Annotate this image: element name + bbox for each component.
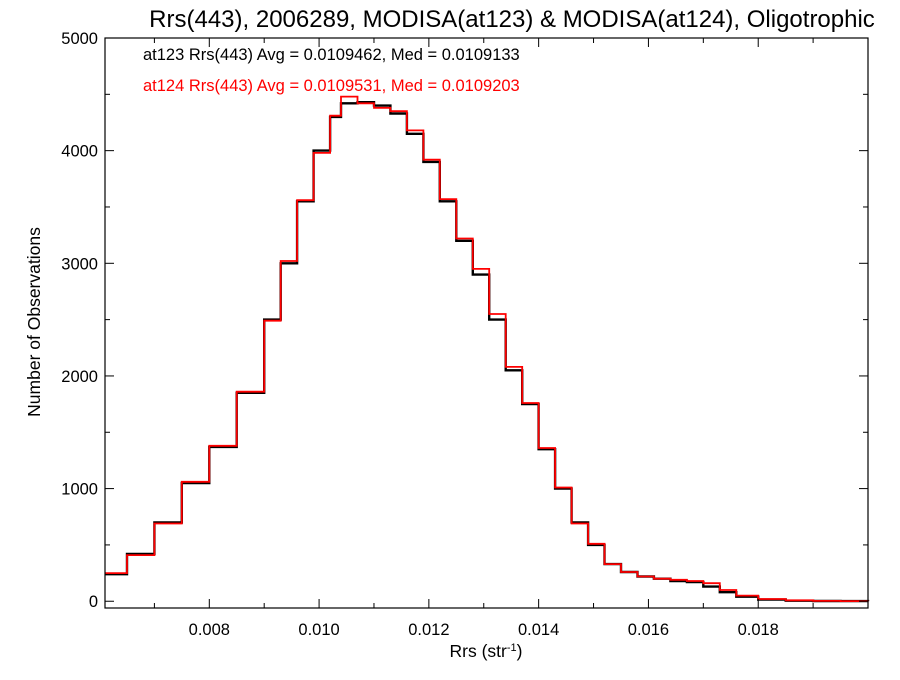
- x-axis-label-end: ): [517, 641, 523, 661]
- plot-frame: [104, 37, 869, 609]
- x-tick-label: 0.012: [408, 621, 449, 639]
- x-axis-label-superscript: -1: [507, 642, 517, 654]
- annotation-at123: at123 Rrs(443) Avg = 0.0109462, Med = 0.…: [143, 46, 520, 64]
- y-tick-label: 4000: [61, 143, 98, 161]
- y-tick-label: 5000: [61, 30, 98, 48]
- y-axis-label: Number of Observations: [24, 227, 44, 417]
- tick-layer: 0.008 0.010 0.012 0.014 0.016 0.018 0 1000 2000 3…: [61, 30, 868, 639]
- x-tick-label: 0.010: [298, 621, 339, 639]
- y-tick-label: 0: [89, 593, 98, 611]
- x-tick-label: 0.016: [628, 621, 669, 639]
- series-line-1: [105, 95, 869, 602]
- series-layer: [105, 95, 870, 603]
- x-axis-label: Rrs (str-1): [450, 641, 523, 661]
- annotation-at124: at124 Rrs(443) Avg = 0.0109531, Med = 0.…: [143, 77, 520, 95]
- chart-title: Rrs(443), 2006289, MODISA(at123) & MODIS…: [149, 6, 875, 33]
- x-tick-label: 0.008: [189, 621, 230, 639]
- y-tick-label: 3000: [61, 255, 98, 273]
- x-axis-label-main: Rrs (str: [450, 641, 508, 661]
- y-tick-label: 2000: [61, 368, 98, 386]
- x-tick-label: 0.018: [738, 621, 779, 639]
- x-tick-label: 0.014: [518, 621, 559, 639]
- y-tick-label: 1000: [61, 481, 98, 499]
